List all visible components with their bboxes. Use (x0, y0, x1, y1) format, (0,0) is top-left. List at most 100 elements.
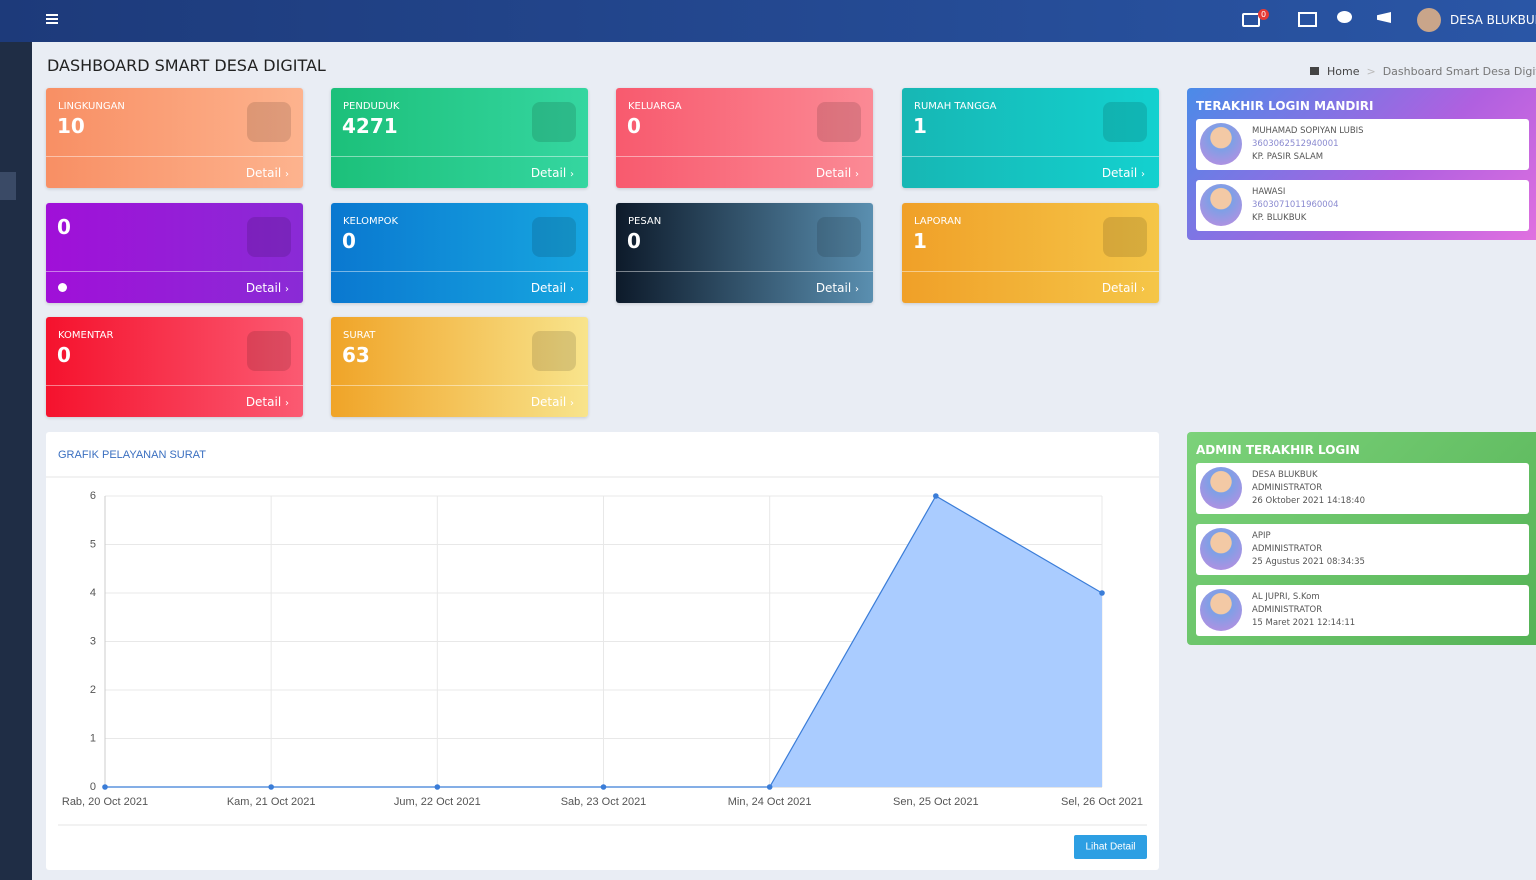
login-time: 15 Maret 2021 12:14:11 (1252, 618, 1356, 628)
point (1099, 590, 1105, 596)
announce-icon[interactable] (1377, 12, 1391, 23)
mail-icon[interactable] (1242, 13, 1260, 27)
x-tick-label: Rab, 20 Oct 2021 (62, 796, 148, 808)
tile-footer: Detail › (331, 156, 588, 188)
tile-value: 0 (57, 343, 71, 367)
mail-badge: 0 (1258, 9, 1269, 20)
login-item: DESA BLUKBUK ADMINISTRATOR 26 Oktober 2021… (1196, 463, 1529, 514)
tile-label: RUMAH TANGGA (914, 101, 997, 112)
login-address: KP. PASIR SALAM (1252, 152, 1324, 162)
tile-icon (247, 217, 291, 257)
login-nik: 3603062512940001 (1252, 139, 1339, 149)
detail-link[interactable]: Detail › (245, 281, 289, 295)
login-name: APIP (1252, 531, 1271, 541)
login-name: MUHAMAD SOPIYAN LUBIS (1252, 126, 1364, 136)
login-nik: 3603071011960004 (1252, 200, 1339, 210)
user-name[interactable]: DESA BLUKBUK (1450, 13, 1536, 27)
settings-icon[interactable] (58, 283, 67, 292)
login-role: ADMINISTRATOR (1252, 483, 1323, 493)
stat-tile: PENDUDUK 4271 Detail › (331, 88, 588, 188)
tile-icon (532, 217, 576, 257)
stat-tile: 0 Detail › (46, 203, 303, 303)
tile-label: KELOMPOK (343, 216, 399, 227)
tile-value: 0 (57, 215, 71, 239)
stat-tile: KELUARGA 0 Detail › (616, 88, 873, 188)
detail-link[interactable]: Detail › (530, 166, 574, 180)
x-tick-label: Sab, 23 Oct 2021 (561, 796, 647, 808)
point (434, 784, 441, 790)
detail-link[interactable]: Detail › (815, 281, 859, 295)
x-tick-label: Jum, 22 Oct 2021 (394, 796, 481, 808)
avatar (1200, 123, 1242, 165)
tile-value: 0 (627, 229, 641, 253)
tile-icon (532, 331, 576, 371)
tile-footer: Detail › (46, 271, 303, 303)
detail-button-label[interactable]: Lihat Detail (1085, 842, 1135, 853)
tile-value: 63 (342, 343, 370, 367)
news-icon[interactable] (1298, 12, 1317, 27)
detail-link[interactable]: Detail › (530, 395, 574, 409)
detail-button[interactable] (1074, 835, 1147, 859)
tile-footer: Detail › (331, 271, 588, 303)
login-item: MUHAMAD SOPIYAN LUBIS 3603062512940001 KP.… (1196, 119, 1529, 170)
stat-tile: SURAT 63 Detail › (331, 317, 588, 417)
tile-value: 4271 (342, 114, 398, 138)
detail-link[interactable]: Detail › (245, 166, 289, 180)
tile-label: SURAT (343, 330, 376, 341)
tile-footer: Detail › (902, 271, 1159, 303)
chart: GRAFIK PELAYANAN SURAT Lihat Detail 0 1 2 3… (46, 449, 1159, 859)
admin-login-panel: ADMIN TERAKHIR LOGIN DESA BLUKBUK ADMINIS… (1187, 432, 1536, 645)
detail-link[interactable]: Detail › (1101, 166, 1145, 180)
y-tick-label: 3 (90, 635, 96, 647)
avatar (1200, 528, 1242, 570)
tile-footer: Detail › (902, 156, 1159, 188)
breadcrumb-home[interactable]: Home (1327, 65, 1360, 78)
user-avatar[interactable] (1417, 8, 1441, 32)
x-tick-label: Sen, 25 Oct 2021 (893, 796, 979, 808)
detail-link[interactable]: Detail › (245, 395, 289, 409)
tile-icon (817, 217, 861, 257)
menu-toggle[interactable] (46, 14, 58, 16)
tile-icon (532, 102, 576, 142)
chart-card: GRAFIK PELAYANAN SURAT Lihat Detail 0 1 2 3… (46, 432, 1159, 870)
detail-link[interactable]: Detail › (530, 281, 574, 295)
detail-link[interactable]: Detail › (815, 166, 859, 180)
sidebar (0, 42, 32, 880)
stat-tile: KOMENTAR 0 Detail › (46, 317, 303, 417)
stat-tile: LAPORAN 1 Detail › (902, 203, 1159, 303)
breadcrumb: Home > Dashboard Smart Desa Digital (1310, 65, 1536, 78)
y-tick-label: 1 (90, 732, 96, 744)
panel-title: TERAKHIR LOGIN MANDIRI (1196, 99, 1374, 113)
tile-footer: Detail › (331, 385, 588, 417)
breadcrumb-current: Dashboard Smart Desa Digital (1382, 65, 1536, 78)
stat-tile: RUMAH TANGGA 1 Detail › (902, 88, 1159, 188)
tile-footer: Detail › (616, 271, 873, 303)
tile-label: KOMENTAR (58, 330, 114, 341)
tile-value: 10 (57, 114, 85, 138)
y-tick-label: 2 (90, 684, 96, 696)
login-time: 26 Oktober 2021 14:18:40 (1252, 496, 1365, 506)
x-tick-label: Sel, 26 Oct 2021 (1061, 796, 1143, 808)
tile-icon (817, 102, 861, 142)
point (600, 784, 607, 790)
point (766, 784, 773, 790)
tile-value: 0 (342, 229, 356, 253)
sidebar-item[interactable] (0, 172, 16, 200)
area (105, 496, 1102, 787)
tile-value: 0 (627, 114, 641, 138)
tile-icon (1103, 102, 1147, 142)
detail-link[interactable]: Detail › (1101, 281, 1145, 295)
tile-value: 1 (913, 114, 927, 138)
tile-value: 1 (913, 229, 927, 253)
tile-label: LAPORAN (914, 216, 962, 227)
tile-icon (1103, 217, 1147, 257)
login-address: KP. BLUKBUK (1252, 213, 1307, 223)
avatar (1200, 467, 1242, 509)
avatar (1200, 184, 1242, 226)
x-tick-label: Kam, 21 Oct 2021 (227, 796, 316, 808)
chat-icon[interactable] (1337, 11, 1352, 23)
tile-footer: Detail › (46, 156, 303, 188)
y-tick-label: 0 (90, 781, 96, 793)
stat-tile: LINGKUNGAN 10 Detail › (46, 88, 303, 188)
